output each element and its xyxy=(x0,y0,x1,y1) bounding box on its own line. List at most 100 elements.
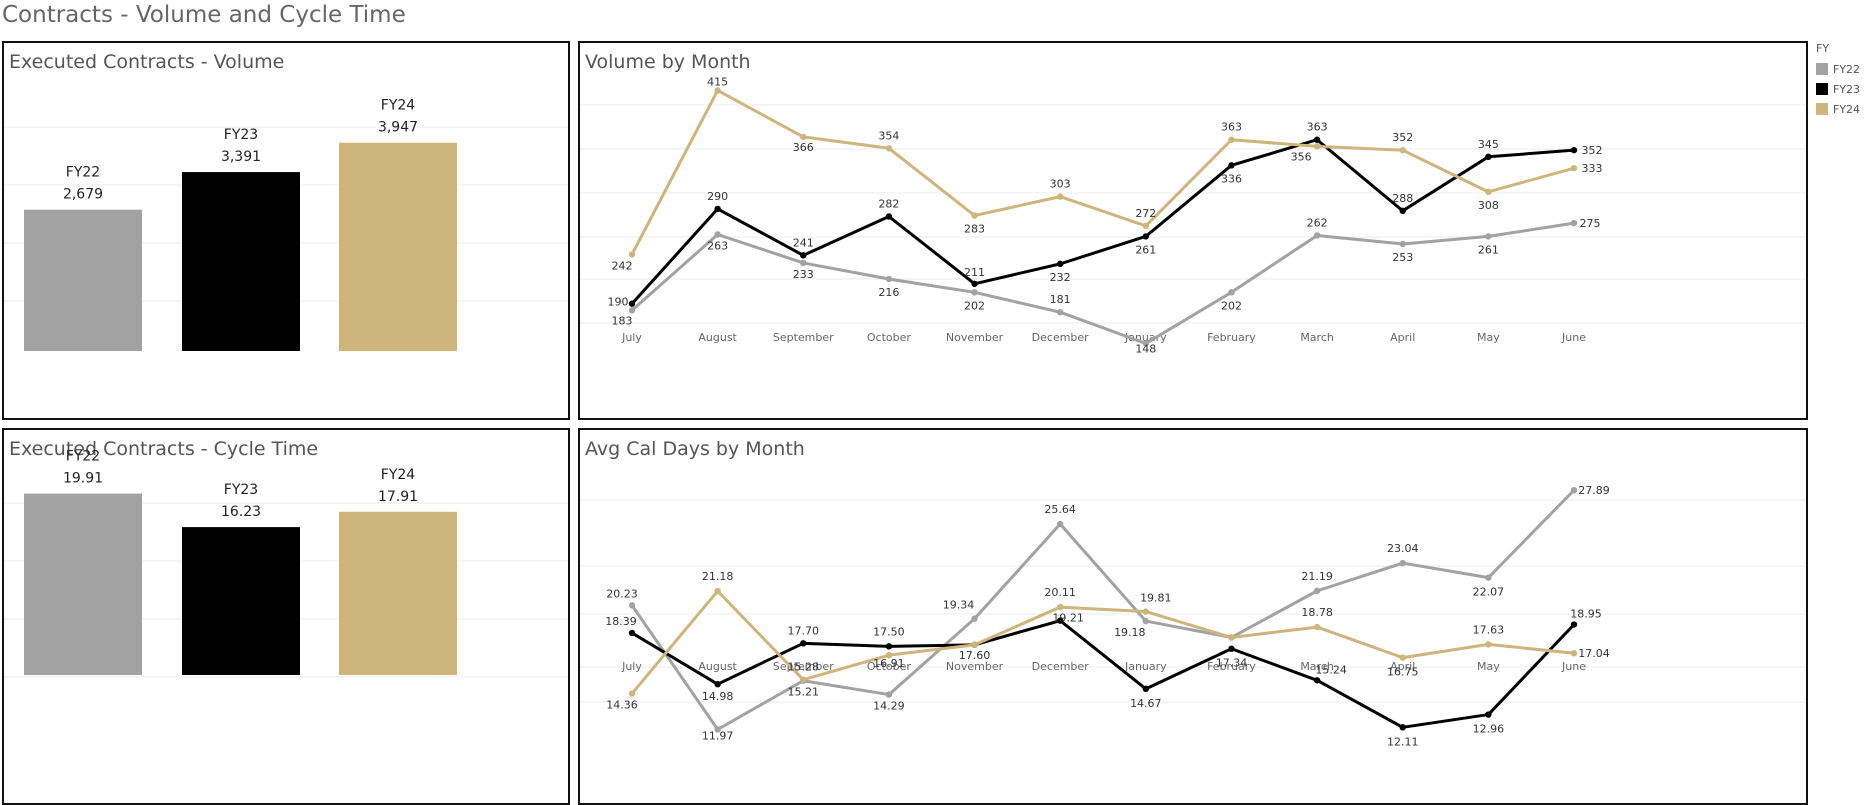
bar-fy24[interactable] xyxy=(339,511,457,675)
point-fy24[interactable] xyxy=(971,641,978,649)
point-fy22[interactable] xyxy=(885,691,893,698)
point-fy24[interactable] xyxy=(885,651,893,659)
point-fy23[interactable] xyxy=(1399,724,1406,731)
bar-category-label: FY22 xyxy=(66,449,100,465)
series-line-fy24[interactable] xyxy=(630,589,1575,695)
point-fy22[interactable] xyxy=(1228,289,1235,296)
series-line-fy23[interactable] xyxy=(630,138,1575,305)
bar-category-label: FY22 xyxy=(66,165,100,181)
point-fy24[interactable] xyxy=(1399,654,1406,661)
point-fy22[interactable] xyxy=(628,307,636,314)
point-fy24[interactable] xyxy=(628,251,636,258)
point-fy22[interactable] xyxy=(1570,219,1578,227)
point-fy23[interactable] xyxy=(971,280,978,287)
data-label-fy23: 336 xyxy=(1221,172,1242,185)
point-fy23[interactable] xyxy=(628,629,636,637)
point-fy23[interactable] xyxy=(885,643,893,650)
data-label-fy23: 12.96 xyxy=(1473,723,1505,736)
data-label-fy23: 17.60 xyxy=(959,649,991,662)
point-fy23[interactable] xyxy=(714,205,721,213)
point-fy22[interactable] xyxy=(714,726,721,733)
point-fy22[interactable] xyxy=(1313,587,1321,595)
bar-fy23[interactable] xyxy=(182,172,300,351)
point-fy23[interactable] xyxy=(1228,162,1235,169)
point-fy24[interactable] xyxy=(1399,146,1406,154)
point-fy22[interactable] xyxy=(628,602,636,609)
legend-item-fy22[interactable]: FY22 xyxy=(1816,59,1860,79)
point-fy23[interactable] xyxy=(800,640,807,647)
point-fy24[interactable] xyxy=(885,145,893,152)
data-label-fy23: 290 xyxy=(707,190,728,203)
point-fy24[interactable] xyxy=(1228,136,1235,143)
bar-fy22[interactable] xyxy=(24,493,142,675)
fy-legend[interactable]: FY FY22 FY23 FY24 xyxy=(1816,42,1860,119)
point-fy22[interactable] xyxy=(1056,309,1064,316)
point-fy23[interactable] xyxy=(800,252,807,259)
point-fy24[interactable] xyxy=(628,690,636,697)
point-fy22[interactable] xyxy=(1485,233,1492,240)
point-fy23[interactable] xyxy=(1313,136,1321,143)
point-fy24[interactable] xyxy=(1313,623,1321,631)
point-fy23[interactable] xyxy=(1056,260,1064,268)
point-fy22[interactable] xyxy=(800,259,807,267)
legend-item-fy24[interactable]: FY24 xyxy=(1816,99,1860,119)
point-fy24[interactable] xyxy=(1056,603,1064,611)
point-fy24[interactable] xyxy=(1228,634,1235,641)
point-fy22[interactable] xyxy=(1313,232,1321,239)
point-fy22[interactable] xyxy=(1142,340,1150,347)
point-fy22[interactable] xyxy=(885,275,893,283)
point-fy24[interactable] xyxy=(1313,143,1321,150)
point-fy22[interactable] xyxy=(971,615,978,622)
point-fy23[interactable] xyxy=(1570,146,1578,154)
data-label-fy22: 25.64 xyxy=(1044,503,1076,516)
point-fy23[interactable] xyxy=(1142,685,1150,693)
point-fy23[interactable] xyxy=(1399,207,1406,215)
series-line-fy23[interactable] xyxy=(631,619,1576,729)
point-fy24[interactable] xyxy=(1142,222,1150,230)
legend-title: FY xyxy=(1816,42,1830,55)
data-label-fy23: 352 xyxy=(1582,144,1603,157)
bar-fy23[interactable] xyxy=(182,527,300,675)
bar-category-label: FY24 xyxy=(381,98,416,114)
point-fy22[interactable] xyxy=(1056,520,1064,528)
data-label-fy22: 14.29 xyxy=(873,700,905,713)
point-fy22[interactable] xyxy=(971,289,978,296)
point-fy23[interactable] xyxy=(1142,233,1150,240)
point-fy23[interactable] xyxy=(1485,153,1492,161)
point-fy24[interactable] xyxy=(714,87,721,94)
volume-line-chart: July August September October November Decemb… xyxy=(580,75,1806,355)
legend-item-fy23[interactable]: FY23 xyxy=(1816,79,1860,99)
point-fy22[interactable] xyxy=(1399,559,1406,567)
series-line-fy22[interactable] xyxy=(631,221,1575,345)
point-fy23[interactable] xyxy=(1313,677,1321,684)
bar-fy22[interactable] xyxy=(24,209,142,351)
point-fy22[interactable] xyxy=(1570,486,1578,494)
series-line-fy24[interactable] xyxy=(630,88,1575,256)
data-label-fy23: 282 xyxy=(878,197,899,210)
point-fy22[interactable] xyxy=(714,231,721,238)
point-fy23[interactable] xyxy=(714,680,721,688)
point-fy24[interactable] xyxy=(1485,641,1492,648)
x-tick-label: June xyxy=(1561,331,1586,344)
point-fy23[interactable] xyxy=(1228,645,1235,652)
series-line-fy22[interactable] xyxy=(630,489,1576,731)
point-fy23[interactable] xyxy=(1485,711,1492,718)
point-fy24[interactable] xyxy=(800,676,807,683)
bar-fy24[interactable] xyxy=(339,142,457,351)
point-fy23[interactable] xyxy=(628,300,636,307)
point-fy23[interactable] xyxy=(1056,617,1064,624)
point-fy23[interactable] xyxy=(1570,621,1578,628)
point-fy24[interactable] xyxy=(1056,193,1064,200)
point-fy22[interactable] xyxy=(1399,240,1406,248)
data-label-fy23: 190 xyxy=(608,296,629,309)
point-fy24[interactable] xyxy=(800,133,807,141)
point-fy24[interactable] xyxy=(714,587,721,595)
point-fy24[interactable] xyxy=(971,212,978,219)
point-fy24[interactable] xyxy=(1485,188,1492,196)
point-fy22[interactable] xyxy=(1485,574,1492,581)
point-fy24[interactable] xyxy=(1570,650,1578,657)
point-fy22[interactable] xyxy=(1142,617,1150,625)
point-fy23[interactable] xyxy=(885,213,893,220)
point-fy24[interactable] xyxy=(1142,608,1150,615)
point-fy24[interactable] xyxy=(1570,164,1578,172)
